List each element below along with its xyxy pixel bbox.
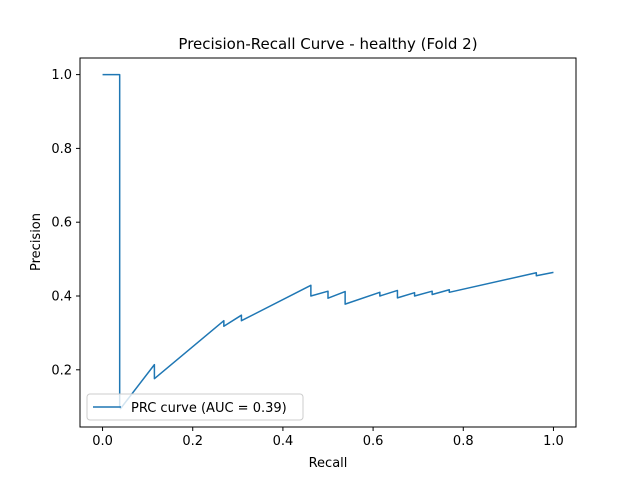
x-tick-label: 0.4 xyxy=(273,434,294,449)
x-tick-label: 1.0 xyxy=(543,434,564,449)
legend-label: PRC curve (AUC = 0.39) xyxy=(131,401,287,416)
legend: PRC curve (AUC = 0.39) xyxy=(86,393,304,421)
y-axis: 0.2 0.4 0.6 0.8 1.0 xyxy=(51,68,80,378)
legend-box xyxy=(86,393,304,421)
x-axis-label: Recall xyxy=(309,456,348,471)
y-tick-label: 1.0 xyxy=(51,68,72,83)
x-tick-label: 0.8 xyxy=(453,434,474,449)
x-tick-label: 0.6 xyxy=(363,434,384,449)
y-tick-label: 0.4 xyxy=(51,290,72,305)
chart-title: Precision-Recall Curve - healthy (Fold 2… xyxy=(178,35,477,53)
axes-frame xyxy=(79,57,577,428)
y-tick-label: 0.6 xyxy=(51,216,72,231)
x-tick-label: 0.0 xyxy=(92,434,113,449)
series-line-0 xyxy=(102,73,554,410)
y-tick-label: 0.8 xyxy=(51,142,72,157)
y-axis-label: Precision xyxy=(29,213,44,271)
plot-area xyxy=(102,73,554,410)
x-tick-label: 0.2 xyxy=(182,434,203,449)
y-tick-label: 0.2 xyxy=(51,363,72,378)
x-axis: 0.0 0.2 0.4 0.6 0.8 1.0 xyxy=(92,427,564,449)
